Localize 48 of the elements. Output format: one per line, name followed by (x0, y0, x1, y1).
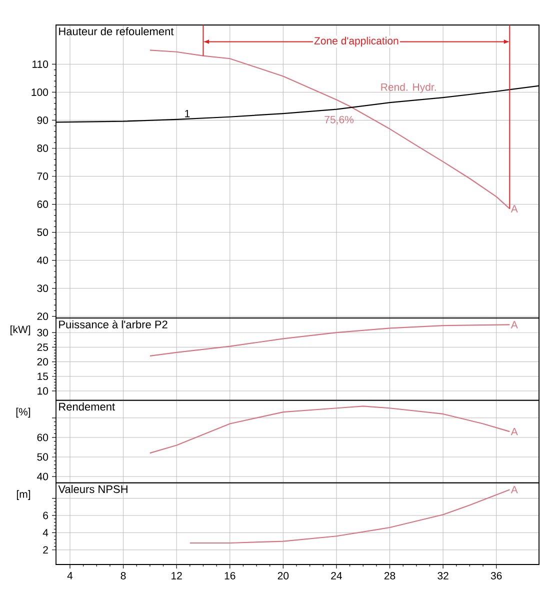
chart-title: Hauteur de refoulement (59, 27, 174, 36)
annotation: Zone d'application (314, 36, 398, 47)
y-tick-label: 50 (37, 453, 48, 461)
y-tick-label: 50 (37, 228, 48, 236)
series-label: 1 (185, 110, 190, 118)
series-label: A (510, 428, 518, 436)
y-tick-label: 60 (37, 434, 48, 442)
x-tick-label: 12 (172, 572, 182, 580)
x-tick-label: 20 (278, 572, 289, 580)
y-tick-label: 20 (37, 358, 48, 366)
line-series (189, 489, 510, 544)
chart-title: Rendement (59, 402, 115, 411)
series-label: A (510, 205, 518, 212)
y-tick-label: 6 (43, 512, 48, 520)
y-axis-title: [kW] (10, 325, 30, 336)
y-tick-label: 25 (37, 343, 48, 351)
annotation: 75,6% (324, 116, 354, 125)
line-series (149, 50, 510, 210)
y-axis-title: [%] (16, 408, 30, 418)
y-tick-label: 40 (37, 472, 48, 480)
x-tick-label: 32 (438, 572, 448, 580)
annotation: Rend. Hydr. (381, 83, 436, 93)
line-series (149, 406, 510, 454)
y-tick-label: 15 (38, 372, 48, 380)
x-tick-label: 24 (331, 572, 342, 580)
chart-title: Puissance à l'arbre P2 (59, 320, 168, 328)
x-tick-label: 4 (67, 572, 73, 580)
y-tick-label: 10 (38, 387, 48, 395)
y-tick-label: 80 (37, 144, 48, 152)
series-label: A (510, 321, 518, 328)
y-tick-label: 2 (43, 546, 48, 554)
x-tick-label: 36 (490, 572, 502, 580)
y-tick-label: 4 (42, 529, 48, 536)
x-tick-label: 8 (120, 572, 126, 580)
y-tick-label: 30 (37, 328, 48, 336)
y-tick-label: 110 (32, 60, 48, 68)
y-tick-label: 70 (37, 172, 48, 180)
y-tick-label: 40 (37, 256, 48, 264)
y-tick-label: 100 (32, 88, 48, 96)
y-tick-label: 30 (37, 284, 48, 292)
y-tick-label: 90 (37, 116, 48, 124)
y-tick-label: 20 (37, 312, 48, 320)
y-tick-label: 60 (37, 200, 48, 208)
x-tick-label: 16 (224, 572, 236, 580)
y-axis-title: [m] (16, 490, 30, 500)
chart-title: Valeurs NPSH (58, 485, 128, 494)
x-tick-label: 28 (384, 572, 396, 580)
series-label: A (510, 486, 518, 494)
